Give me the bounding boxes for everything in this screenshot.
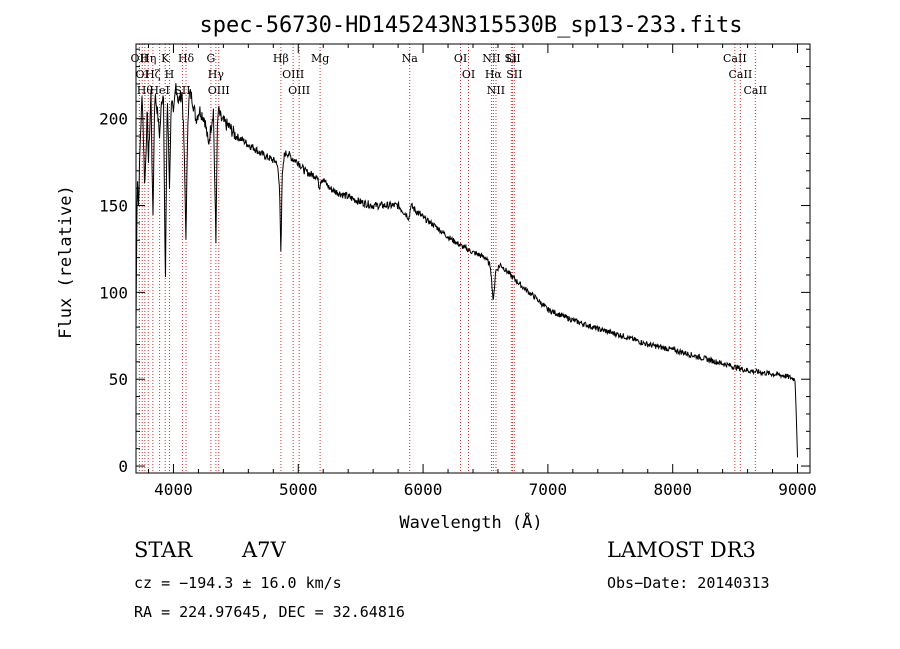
line-label-21: Hα (485, 68, 503, 81)
line-labels: OII OI Hθ Hη Hζ HeI KH SII Hδ G Hγ OIII Hβ OIII OIII Mg… (131, 52, 768, 97)
y-tick-label: 100 (99, 283, 128, 302)
line-label-13: Hβ (273, 52, 289, 65)
x-axis-label: Wavelength (Å) (399, 511, 542, 533)
y-axis-ticks: 0 50 100 150 200 (99, 48, 810, 476)
object-class: STAR (134, 538, 193, 562)
line-label-0: OII (131, 52, 149, 65)
line-label-2: Hθ (137, 84, 154, 97)
line-label-18: OI (454, 52, 467, 65)
object-subclass: A7V (242, 538, 286, 562)
line-label-26: CaII (723, 52, 747, 65)
line-label-7: H (165, 68, 175, 81)
line-label-19: OI (462, 68, 475, 81)
line-label-4: Hζ (145, 68, 161, 81)
line-label-27: CaII (729, 68, 753, 81)
line-label-12: OIII (208, 84, 230, 97)
line-label-6: K (161, 52, 170, 65)
x-tick-label: 7000 (529, 480, 568, 499)
coordinates: RA = 224.97645, DEC = 32.64816 (134, 603, 405, 621)
line-label-24: SII (504, 52, 520, 65)
x-tick-label: 6000 (404, 480, 443, 499)
line-label-1: OI (136, 68, 149, 81)
redshift-velocity: cz = −194.3 ± 16.0 km/s (134, 574, 342, 592)
x-tick-label: 9000 (778, 480, 817, 499)
y-axis-label: Flux (relative) (56, 185, 76, 339)
chart-title: spec-56730-HD145243N315530B_sp13-233.fit… (199, 13, 742, 38)
line-label-20: NII (482, 52, 500, 65)
y-tick-label: 50 (109, 370, 128, 389)
line-label-25: SII (506, 68, 522, 81)
line-label-23: Li (506, 52, 517, 65)
x-tick-label: 8000 (653, 480, 692, 499)
y-tick-label: 0 (118, 457, 128, 476)
x-tick-label: 4000 (154, 480, 193, 499)
line-label-9: Hδ (178, 52, 195, 65)
plot-frame (135, 43, 811, 474)
spectrum-line (135, 83, 798, 458)
y-tick-label: 150 (99, 197, 128, 216)
line-label-22: NII (487, 84, 505, 97)
line-label-28: CaII (743, 84, 767, 97)
x-axis-ticks: 4000 5000 6000 7000 8000 9000 (147, 44, 817, 499)
line-label-11: Hγ (208, 68, 225, 81)
line-label-15: OIII (288, 84, 310, 97)
line-markers (138, 44, 756, 473)
y-tick-label: 200 (99, 110, 128, 129)
line-label-3: Hη (140, 52, 156, 65)
line-label-5: HeI (149, 84, 169, 97)
x-tick-label: 5000 (279, 480, 318, 499)
observation-date: Obs−Date: 20140313 (607, 574, 770, 592)
line-label-10: G (206, 52, 215, 65)
survey-name: LAMOST DR3 (607, 538, 756, 562)
line-label-17: Na (402, 52, 419, 65)
line-label-14: OIII (282, 68, 304, 81)
line-label-16: Mg (311, 52, 329, 65)
line-label-8: SII (174, 84, 190, 97)
